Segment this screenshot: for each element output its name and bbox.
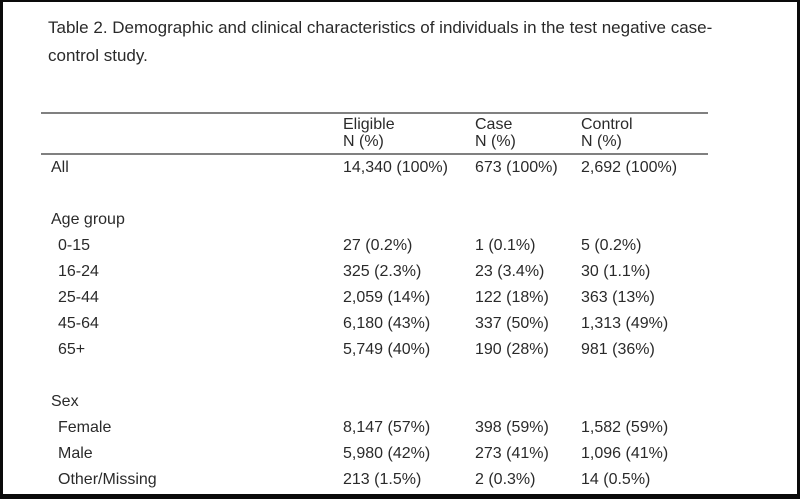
header-eligible-sub: N (%) [343, 133, 384, 150]
cell-value: 981 (36%) [581, 341, 655, 358]
table-row: 25-44 2,059 (14%) 122 (18%) 363 (13%) [41, 285, 708, 311]
row-label: Other/Missing [58, 471, 157, 488]
row-label: 25-44 [58, 289, 99, 306]
header-row: Eligible N (%) Case N (%) Control N (%) [41, 113, 708, 155]
row-label: Male [58, 445, 93, 462]
table-row: Other/Missing 213 (1.5%) 2 (0.3%) 14 (0.5%) [41, 467, 708, 493]
header-case: Case N (%) [475, 113, 581, 155]
cell-value [343, 207, 475, 233]
spacer-row [41, 363, 708, 389]
table-header: Eligible N (%) Case N (%) Control N (%) [41, 113, 708, 155]
row-label: 0-15 [58, 237, 91, 254]
table-row: 0-15 27 (0.2%) 1 (0.1%) 5 (0.2%) [41, 233, 708, 259]
table-row: 45-64 6,180 (43%) 337 (50%) 1,313 (49%) [41, 311, 708, 337]
cell-value: 5,749 (40%) [343, 341, 431, 358]
cell-value [475, 389, 581, 415]
cell-value: 23 (3.4%) [475, 263, 545, 280]
section-row: Sex [41, 389, 708, 415]
cell-value: 6,180 (43%) [343, 315, 431, 332]
cell-value: 673 (100%) [475, 159, 558, 176]
header-eligible: Eligible N (%) [343, 113, 475, 155]
cell-value: 5 (0.2%) [581, 237, 642, 254]
cell-value: 213 (1.5%) [343, 471, 422, 488]
table-row: Female 8,147 (57%) 398 (59%) 1,582 (59%) [41, 415, 708, 441]
row-label [41, 363, 343, 389]
table-row: Male 5,980 (42%) 273 (41%) 1,096 (41%) [41, 441, 708, 467]
cell-value: 1 (0.1%) [475, 237, 536, 254]
cell-value: 1,096 (41%) [581, 445, 669, 462]
cell-value [581, 363, 708, 389]
table-body: All 14,340 (100%) 673 (100%) 2,692 (100%) Ag… [41, 154, 708, 493]
cell-value [343, 389, 475, 415]
table-row: 65+ 5,749 (40%) 190 (28%) 981 (36%) [41, 337, 708, 363]
cell-value: 190 (28%) [475, 341, 549, 358]
cell-value: 30 (1.1%) [581, 263, 651, 280]
header-empty-cell [41, 113, 343, 155]
cell-value [475, 181, 581, 207]
cell-value [343, 181, 475, 207]
row-label: 16-24 [58, 263, 99, 280]
row-label: Age group [51, 211, 125, 228]
cell-value: 1,582 (59%) [581, 419, 669, 436]
demographics-table: Eligible N (%) Case N (%) Control N (%) … [41, 112, 708, 493]
row-label [41, 181, 343, 207]
header-case-sub: N (%) [475, 133, 516, 150]
cell-value: 122 (18%) [475, 289, 549, 306]
cell-value: 2,692 (100%) [581, 159, 678, 176]
cell-value: 273 (41%) [475, 445, 549, 462]
cell-value [343, 363, 475, 389]
cell-value: 363 (13%) [581, 289, 655, 306]
cell-value [475, 363, 581, 389]
cell-value [581, 389, 708, 415]
cell-value: 337 (50%) [475, 315, 549, 332]
header-control: Control N (%) [581, 113, 708, 155]
cell-value: 398 (59%) [475, 419, 549, 436]
cell-value: 2 (0.3%) [475, 471, 536, 488]
row-label: Female [58, 419, 112, 436]
header-case-label: Case [475, 116, 513, 133]
table-row: 16-24 325 (2.3%) 23 (3.4%) 30 (1.1%) [41, 259, 708, 285]
cell-value [581, 181, 708, 207]
row-label: All [51, 159, 69, 176]
row-label: 45-64 [58, 315, 99, 332]
row-label: Sex [51, 393, 79, 410]
cell-value: 1,313 (49%) [581, 315, 669, 332]
section-row: Age group [41, 207, 708, 233]
cell-value: 2,059 (14%) [343, 289, 431, 306]
cell-value [475, 207, 581, 233]
header-control-label: Control [581, 116, 633, 133]
cell-value: 5,980 (42%) [343, 445, 431, 462]
cell-value: 14 (0.5%) [581, 471, 651, 488]
cell-value: 8,147 (57%) [343, 419, 431, 436]
table-caption: Table 2. Demographic and clinical charac… [48, 18, 713, 65]
header-eligible-label: Eligible [343, 116, 395, 133]
row-label: 65+ [58, 341, 86, 358]
cell-value: 14,340 (100%) [343, 159, 448, 176]
cell-value [581, 207, 708, 233]
header-control-sub: N (%) [581, 133, 622, 150]
cell-value: 325 (2.3%) [343, 263, 422, 280]
cell-value: 27 (0.2%) [343, 237, 413, 254]
table-row: All 14,340 (100%) 673 (100%) 2,692 (100%) [41, 154, 708, 181]
spacer-row [41, 181, 708, 207]
